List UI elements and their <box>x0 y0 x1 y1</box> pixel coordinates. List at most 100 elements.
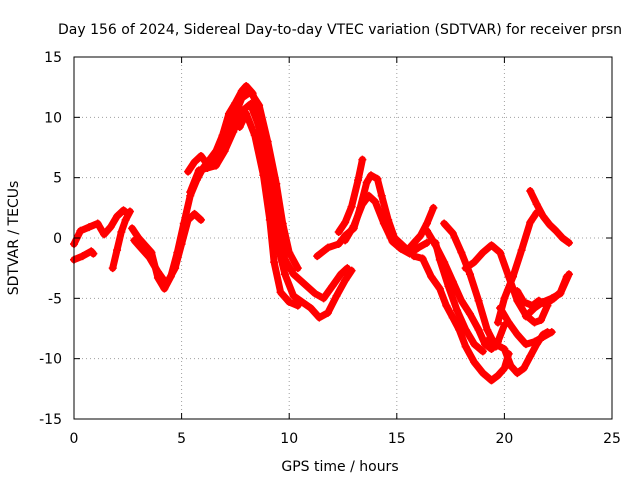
data-point-marker <box>162 279 171 288</box>
data-point-marker <box>521 312 530 321</box>
data-point-marker <box>461 325 470 334</box>
data-point-marker <box>536 316 545 325</box>
data-point-marker <box>289 291 298 300</box>
data-point-marker <box>313 252 322 261</box>
data-point-marker <box>265 215 274 224</box>
data-point-marker <box>435 255 444 264</box>
data-point-marker <box>224 109 233 118</box>
data-point-marker <box>414 243 423 252</box>
data-point-marker <box>259 171 268 180</box>
data-point-marker <box>190 209 199 218</box>
data-point-marker <box>513 287 522 296</box>
data-point-marker <box>255 122 264 131</box>
data-point-marker <box>517 246 526 255</box>
data-point-marker <box>125 207 134 216</box>
y-tick-label: -5 <box>48 291 62 307</box>
data-point-marker <box>328 282 337 291</box>
data-point-marker <box>444 282 453 291</box>
data-point-marker <box>272 179 281 188</box>
data-point-marker <box>465 270 474 279</box>
data-point-marker <box>121 215 130 224</box>
data-point-marker <box>235 122 244 131</box>
data-point-marker <box>457 248 466 257</box>
data-point-marker <box>364 191 373 200</box>
data-point-marker <box>429 203 438 212</box>
data-point-marker <box>493 318 502 327</box>
data-point-marker <box>422 238 431 247</box>
data-point-marker <box>336 270 345 279</box>
data-point-marker <box>358 200 367 209</box>
data-point-marker <box>379 219 388 228</box>
data-point-marker <box>89 249 98 258</box>
data-point-marker <box>418 254 427 263</box>
data-point-marker <box>285 297 294 306</box>
y-tick-label: 0 <box>53 231 62 247</box>
data-point-marker <box>298 297 307 306</box>
data-point-marker <box>422 219 431 228</box>
data-point-marker <box>354 176 363 185</box>
data-point-marker <box>242 81 251 90</box>
data-point-marker <box>478 347 487 356</box>
series-track-17 <box>494 209 541 326</box>
data-point-marker <box>431 238 440 247</box>
series-track-9 <box>313 171 437 260</box>
data-point-marker <box>130 236 139 245</box>
data-point-marker <box>194 166 203 175</box>
data-point-marker <box>349 221 358 230</box>
data-point-marker <box>196 151 205 160</box>
data-point-marker <box>470 340 479 349</box>
data-point-marker <box>106 223 115 232</box>
data-point-marker <box>410 238 419 247</box>
data-point-marker <box>76 226 85 235</box>
data-point-marker <box>285 248 294 257</box>
data-point-marker <box>237 86 246 95</box>
data-point-marker <box>427 272 436 281</box>
data-point-marker <box>347 202 356 211</box>
data-point-marker <box>547 294 556 303</box>
data-point-marker <box>547 328 556 337</box>
y-tick-label: 10 <box>44 110 62 126</box>
data-point-marker <box>519 364 528 373</box>
data-point-marker <box>332 291 341 300</box>
data-point-marker <box>556 289 565 298</box>
data-point-marker <box>113 246 122 255</box>
data-point-marker <box>388 237 397 246</box>
data-point-marker <box>315 313 324 322</box>
data-point-marker <box>526 218 535 227</box>
data-point-marker <box>323 308 332 317</box>
data-series <box>70 81 573 385</box>
data-point-marker <box>461 342 470 351</box>
y-tick-labels: -15 -10 -5 0 5 10 15 <box>39 50 62 428</box>
data-point-marker <box>242 109 251 118</box>
x-tick-label: 10 <box>280 431 298 447</box>
chart-title: Day 156 of 2024, Sidereal Day-to-day VTE… <box>58 22 622 38</box>
data-point-marker <box>184 215 193 224</box>
data-point-marker <box>153 267 162 276</box>
data-point-marker <box>457 296 466 305</box>
x-tick-label: 20 <box>495 431 513 447</box>
data-point-marker <box>196 215 205 224</box>
x-tick-labels: 0 5 10 15 20 25 <box>70 431 621 447</box>
data-point-marker <box>440 219 449 228</box>
series-track-5 <box>130 210 205 288</box>
data-point-marker <box>362 178 371 187</box>
data-point-marker <box>496 303 505 312</box>
data-point-marker <box>341 276 350 285</box>
data-point-marker <box>539 332 548 341</box>
data-point-marker <box>113 212 122 221</box>
data-point-marker <box>85 223 94 232</box>
data-point-marker <box>483 325 492 334</box>
data-point-marker <box>478 248 487 257</box>
y-axis-label: SDTVAR / TECUs <box>6 181 22 296</box>
data-point-marker <box>435 284 444 293</box>
data-point-marker <box>93 219 102 228</box>
series-track-1 <box>70 247 97 264</box>
data-point-marker <box>474 325 483 334</box>
data-point-marker <box>220 147 229 156</box>
data-point-marker <box>212 161 221 170</box>
data-point-marker <box>521 340 530 349</box>
data-point-marker <box>465 310 474 319</box>
data-point-marker <box>186 188 195 197</box>
data-point-marker <box>410 252 419 261</box>
